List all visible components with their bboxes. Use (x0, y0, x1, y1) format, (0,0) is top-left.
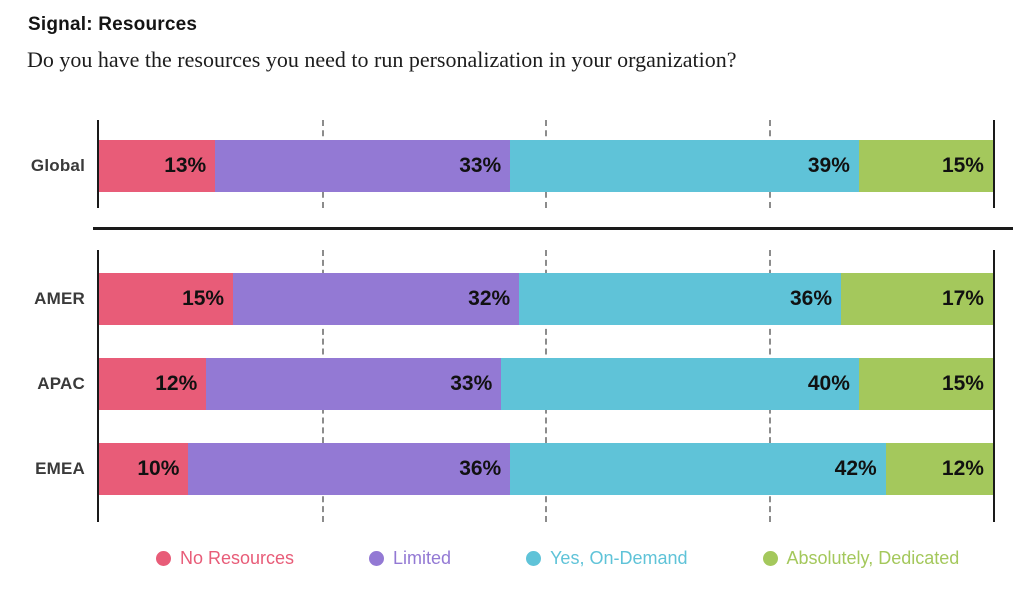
regions-plot-area: 15% 32% 36% 17% 12% 33% 40% 15% 10% 36% 42% 12% (97, 250, 995, 522)
segment-value: 36% (789, 287, 832, 310)
segment-value: 32% (468, 287, 511, 310)
bar-amer: 15% 32% 36% 17% (99, 273, 993, 325)
row-label-global: Global (30, 156, 85, 175)
global-plot-area: 13% 33% 39% 15% (97, 120, 995, 208)
legend-item-yes-on-demand: Yes, On-Demand (526, 547, 688, 569)
segment-no-resources: 10% (99, 443, 189, 495)
segment-limited: 36% (188, 443, 511, 495)
segment-value: 40% (807, 372, 850, 395)
segment-value: 15% (941, 372, 984, 395)
segment-yes-on-demand: 42% (510, 443, 886, 495)
row-label-amer: AMER (34, 289, 85, 308)
row-label-apac: APAC (37, 374, 85, 393)
segment-value: 12% (941, 457, 984, 480)
segment-value: 10% (137, 457, 180, 480)
bar-global: 13% 33% 39% 15% (99, 140, 993, 192)
bar-emea: 10% 36% 42% 12% (99, 443, 993, 495)
segment-no-resources: 13% (99, 140, 216, 192)
segment-no-resources: 12% (99, 358, 207, 410)
segment-no-resources: 15% (99, 273, 234, 325)
legend-dot-icon (369, 550, 385, 566)
row-label-emea: EMEA (35, 459, 85, 478)
segment-value: 12% (155, 372, 198, 395)
legend-label: Yes, On-Demand (550, 547, 688, 568)
segment-absolutely-dedicated: 12% (885, 443, 993, 495)
legend-dot-icon (526, 550, 542, 566)
chart-legend: No Resources Limited Yes, On-Demand Absolut… (156, 543, 959, 573)
segment-value: 15% (941, 154, 984, 177)
segment-value: 17% (941, 287, 984, 310)
legend-item-no-resources: No Resources (156, 548, 294, 569)
legend-label: Absolutely, Dedicated (786, 547, 960, 568)
bar-apac: 12% 33% 40% 15% (99, 358, 993, 410)
legend-dot-icon (156, 550, 171, 566)
legend-item-limited: Limited (369, 548, 451, 569)
segment-absolutely-dedicated: 15% (858, 140, 993, 192)
segment-value: 13% (164, 154, 207, 177)
segment-yes-on-demand: 36% (519, 273, 841, 325)
chart-question: Do you have the resources you need to ru… (27, 47, 737, 72)
segment-limited: 33% (206, 358, 502, 410)
section-separator (93, 227, 1013, 230)
segment-value: 33% (459, 154, 502, 177)
legend-label: No Resources (180, 547, 295, 568)
segment-absolutely-dedicated: 15% (858, 358, 993, 410)
chart-title: Signal: Resources (28, 14, 198, 35)
segment-limited: 33% (215, 140, 511, 192)
legend-item-absolutely-dedicated: Absolutely, Dedicated (762, 547, 960, 569)
segment-value: 33% (450, 372, 493, 395)
legend-dot-icon (762, 550, 778, 566)
segment-yes-on-demand: 39% (510, 140, 859, 192)
segment-absolutely-dedicated: 17% (841, 273, 993, 325)
segment-yes-on-demand: 40% (501, 358, 859, 410)
segment-value: 36% (459, 457, 502, 480)
legend-label: Limited (393, 547, 452, 568)
segment-value: 39% (807, 154, 850, 177)
segment-value: 15% (182, 287, 225, 310)
segment-value: 42% (834, 457, 877, 480)
segment-limited: 32% (233, 273, 520, 325)
